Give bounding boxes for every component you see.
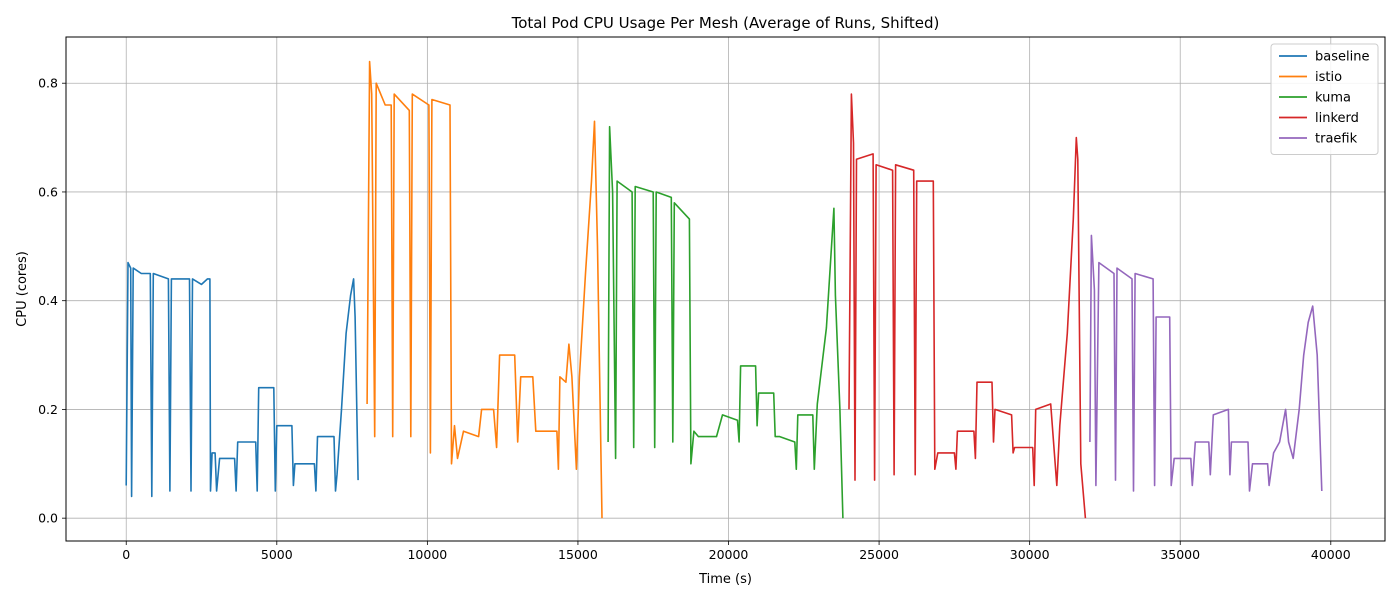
- legend: baseline istio kuma linkerd traefik: [1270, 43, 1379, 155]
- series-line-kuma: [607, 125, 844, 519]
- legend-box: [1270, 43, 1379, 155]
- x-tick-label: 15000: [558, 547, 598, 562]
- y-axis-label: CPU (cores): [15, 251, 30, 327]
- legend-label-baseline: baseline: [1315, 50, 1369, 65]
- series-line-baseline: [125, 261, 359, 498]
- x-tick-label: 10000: [407, 547, 447, 562]
- x-tick-label: 0: [122, 547, 130, 562]
- y-tick-label: 0.8: [38, 76, 58, 91]
- x-tick-label: 25000: [859, 547, 899, 562]
- x-tick-label: 5000: [261, 547, 293, 562]
- series-line-linkerd: [848, 93, 1087, 519]
- x-tick-label: 30000: [1010, 547, 1050, 562]
- x-tick-label: 35000: [1160, 547, 1200, 562]
- series-line-traefik: [1089, 234, 1323, 492]
- y-tick-label: 0.6: [38, 184, 58, 199]
- axis-ticks: 0 5000 10000 15000 20000 25000 30000 35000 40000…: [38, 76, 1351, 562]
- chart-title: Total Pod CPU Usage Per Mesh (Average of…: [511, 14, 940, 32]
- plot-frame: [65, 36, 1386, 542]
- series-line-istio: [366, 60, 603, 519]
- legend-label-kuma: kuma: [1315, 91, 1351, 106]
- legend-label-traefik: traefik: [1315, 132, 1358, 147]
- x-axis-label: Time (s): [698, 572, 752, 587]
- grid: [66, 37, 1385, 541]
- legend-label-linkerd: linkerd: [1315, 111, 1359, 126]
- y-tick-label: 0.0: [38, 511, 58, 526]
- x-tick-label: 40000: [1311, 547, 1351, 562]
- y-tick-label: 0.4: [38, 293, 58, 308]
- legend-label-istio: istio: [1315, 70, 1342, 85]
- x-tick-label: 20000: [709, 547, 749, 562]
- y-tick-label: 0.2: [38, 402, 58, 417]
- plot-lines: [125, 60, 1323, 519]
